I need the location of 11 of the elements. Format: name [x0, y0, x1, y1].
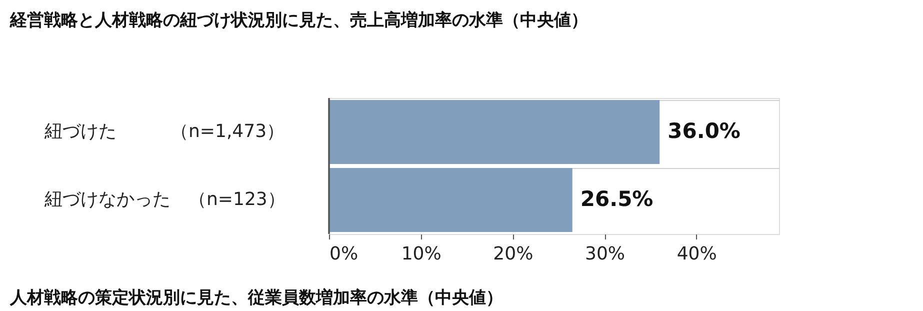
y-tick-label: 紐づけなかった （n=123）: [44, 189, 286, 210]
x-tick-label: 10%: [401, 244, 442, 264]
x-tick-label: 30%: [585, 244, 626, 264]
data-label: 36.0%: [668, 119, 740, 143]
x-tick-label: 40%: [676, 244, 717, 264]
x-tick-label: 20%: [493, 244, 534, 264]
x-tick-label: 0%: [330, 244, 358, 264]
text: 人材戦略の策定状況別に見た、従業員数増加率の水準（中央値）: [9, 287, 503, 308]
chart-title: 経営戦略と人材戦略の紐づけ状況別に見た、売上高増加率の水準（中央値）: [9, 9, 588, 30]
data-label: 26.5%: [580, 187, 654, 211]
y-tick-label: 紐づけた （n=1,473）: [44, 121, 285, 142]
